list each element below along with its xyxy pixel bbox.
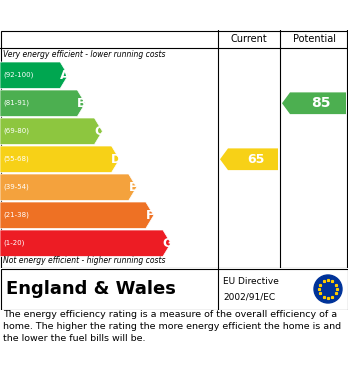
Polygon shape [282, 92, 346, 114]
Text: (21-38): (21-38) [3, 212, 29, 219]
Text: EU Directive: EU Directive [223, 277, 279, 286]
Text: Current: Current [231, 34, 267, 44]
Text: (55-68): (55-68) [3, 156, 29, 163]
Text: 2002/91/EC: 2002/91/EC [223, 292, 275, 301]
Polygon shape [220, 149, 278, 170]
Polygon shape [0, 90, 85, 117]
Text: C: C [94, 125, 103, 138]
Text: (39-54): (39-54) [3, 184, 29, 190]
Text: England & Wales: England & Wales [6, 280, 176, 298]
Text: Potential: Potential [293, 34, 335, 44]
Polygon shape [0, 118, 102, 145]
Polygon shape [0, 174, 137, 201]
Text: 65: 65 [247, 153, 264, 166]
Text: G: G [162, 237, 173, 250]
Text: E: E [129, 181, 137, 194]
Text: Energy Efficiency Rating: Energy Efficiency Rating [59, 6, 289, 24]
Polygon shape [0, 202, 154, 228]
Text: (92-100): (92-100) [3, 72, 33, 79]
Circle shape [314, 275, 342, 303]
Text: (81-91): (81-91) [3, 100, 29, 106]
Text: Not energy efficient - higher running costs: Not energy efficient - higher running co… [3, 256, 166, 265]
Text: Very energy efficient - lower running costs: Very energy efficient - lower running co… [3, 50, 166, 59]
Polygon shape [0, 146, 120, 172]
Text: D: D [111, 153, 121, 166]
Text: The energy efficiency rating is a measure of the overall efficiency of a home. T: The energy efficiency rating is a measur… [3, 310, 342, 343]
Polygon shape [0, 62, 68, 88]
Text: 85: 85 [311, 96, 331, 110]
Text: A: A [60, 69, 69, 82]
Text: B: B [77, 97, 86, 110]
Text: (69-80): (69-80) [3, 128, 29, 135]
Text: F: F [146, 209, 155, 222]
Polygon shape [0, 230, 171, 256]
Text: (1-20): (1-20) [3, 240, 24, 246]
